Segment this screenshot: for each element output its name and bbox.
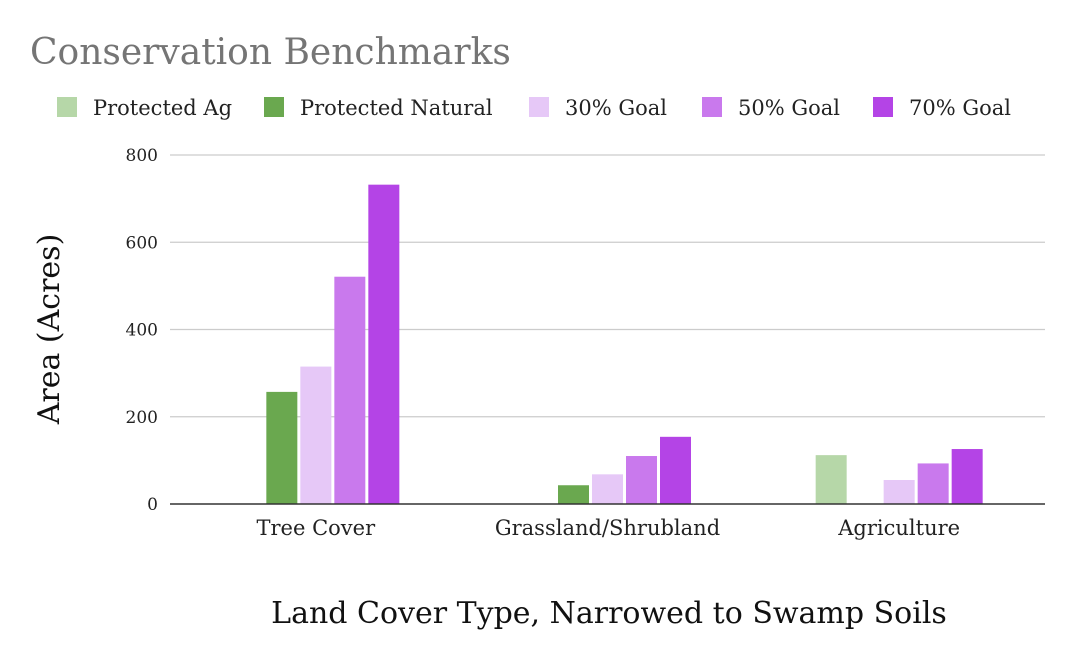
legend-swatch (873, 97, 893, 117)
bar (592, 474, 623, 504)
y-tick-label: 400 (126, 321, 158, 341)
legend-swatch (57, 97, 77, 117)
legend-swatch (264, 97, 284, 117)
y-tick-label: 800 (126, 146, 158, 166)
gridlines (170, 154, 1045, 418)
bar (815, 455, 847, 504)
bar (334, 276, 366, 504)
x-tick-label: Agriculture (837, 516, 960, 540)
chart-title: Conservation Benchmarks (30, 32, 511, 73)
y-tick-label: 0 (147, 495, 158, 515)
bar (558, 485, 589, 504)
legend-label: 70% Goal (909, 96, 1011, 120)
bar (917, 463, 949, 504)
legend-label: 30% Goal (565, 96, 667, 120)
bars (266, 184, 983, 505)
legend: Protected Ag Protected Natural 30% Goal 50%… (57, 96, 1011, 120)
category-labels: Tree Cover Grassland/Shrubland Agriculture (257, 516, 961, 540)
x-tick-label: Grassland/Shrubland (495, 516, 720, 540)
y-tick-labels: 0 200 400 600 800 (126, 146, 158, 515)
x-axis-title: Land Cover Type, Narrowed to Swamp Soils (271, 596, 947, 631)
bar (300, 366, 332, 504)
bar (883, 480, 915, 504)
y-axis-title: Area (Acres) (32, 234, 67, 426)
legend-swatch (529, 97, 549, 117)
legend-swatch (702, 97, 722, 117)
bar (266, 391, 298, 504)
x-tick-label: Tree Cover (257, 516, 377, 540)
y-tick-label: 200 (126, 408, 158, 428)
legend-label: 50% Goal (738, 96, 840, 120)
bar (951, 449, 983, 504)
bar (626, 456, 657, 504)
bar (368, 184, 400, 505)
bar (660, 436, 691, 504)
legend-label: Protected Natural (300, 96, 493, 120)
legend-label: Protected Ag (93, 96, 232, 120)
y-tick-label: 600 (126, 233, 158, 253)
